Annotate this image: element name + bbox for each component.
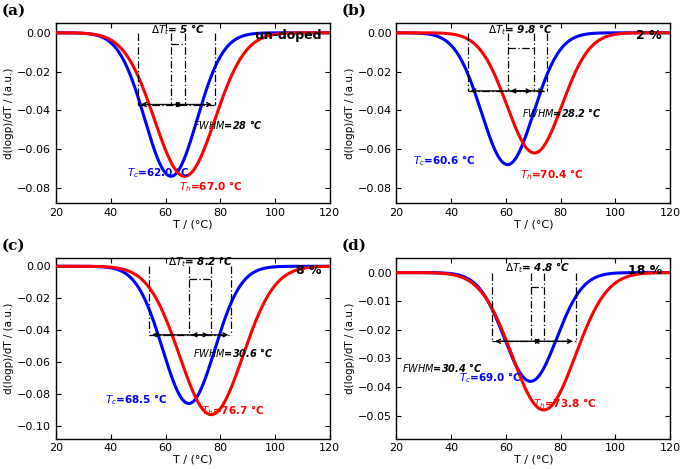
Text: $FWHM$=28 °C: $FWHM$=28 °C xyxy=(193,118,263,131)
Y-axis label: d(logp)/dT / (a.u.): d(logp)/dT / (a.u.) xyxy=(345,303,355,394)
Text: $\Delta T_t$= 9.8 °C: $\Delta T_t$= 9.8 °C xyxy=(488,22,553,37)
Text: (a): (a) xyxy=(1,4,25,18)
Text: 8 %: 8 % xyxy=(296,264,322,277)
Y-axis label: d(logp)/dT / (a.u.): d(logp)/dT / (a.u.) xyxy=(4,303,14,394)
Text: $\mathit{T_c}$=62.0 °C: $\mathit{T_c}$=62.0 °C xyxy=(127,165,190,180)
Text: $\mathit{T_c}$=69.0 °C: $\mathit{T_c}$=69.0 °C xyxy=(460,371,522,385)
Text: 18 %: 18 % xyxy=(628,264,662,277)
Text: $\mathit{T_h}$=73.8 °C: $\mathit{T_h}$=73.8 °C xyxy=(534,396,597,411)
Text: $\mathit{T_c}$=68.5 °C: $\mathit{T_c}$=68.5 °C xyxy=(105,393,168,407)
Text: $\mathit{T_h}$=67.0 °C: $\mathit{T_h}$=67.0 °C xyxy=(179,179,242,194)
X-axis label: T / (°C): T / (°C) xyxy=(173,219,212,230)
X-axis label: T / (°C): T / (°C) xyxy=(514,455,553,465)
Text: un-doped: un-doped xyxy=(255,29,322,41)
X-axis label: T / (°C): T / (°C) xyxy=(514,219,553,230)
Text: (c): (c) xyxy=(1,239,25,253)
Y-axis label: d(logp)/dT / (a.u.): d(logp)/dT / (a.u.) xyxy=(4,68,14,159)
X-axis label: T / (°C): T / (°C) xyxy=(173,455,212,465)
Text: $FWHM$=30.6 °C: $FWHM$=30.6 °C xyxy=(193,346,273,359)
Text: $\Delta T_t$= 4.8 °C: $\Delta T_t$= 4.8 °C xyxy=(505,261,570,275)
Text: $\mathit{T_h}$=76.7 °C: $\mathit{T_h}$=76.7 °C xyxy=(201,404,264,418)
Text: $\Delta T_t$= 8.2 °C: $\Delta T_t$= 8.2 °C xyxy=(168,255,232,270)
Text: (d): (d) xyxy=(342,239,366,253)
Text: $\mathit{T_h}$=70.4 °C: $\mathit{T_h}$=70.4 °C xyxy=(520,167,583,182)
Text: $FWHM$=28.2 °C: $FWHM$=28.2 °C xyxy=(523,106,602,120)
Text: $\Delta T_t$= 5 °C: $\Delta T_t$= 5 °C xyxy=(151,22,205,37)
Text: (b): (b) xyxy=(342,4,366,18)
Text: $FWHM$=30.4 °C: $FWHM$=30.4 °C xyxy=(402,361,482,374)
Text: $\mathit{T_c}$=60.6 °C: $\mathit{T_c}$=60.6 °C xyxy=(413,154,475,168)
Y-axis label: d(logp)/dT / (a.u.): d(logp)/dT / (a.u.) xyxy=(345,68,355,159)
Text: 2 %: 2 % xyxy=(636,29,662,41)
